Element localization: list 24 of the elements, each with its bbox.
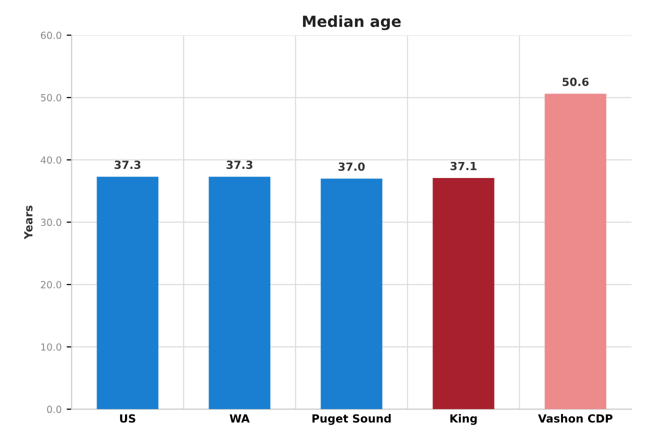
bar <box>96 176 158 410</box>
bar <box>320 178 382 410</box>
x-tick-label: King <box>450 414 477 425</box>
y-tick-label: 10.0 <box>41 343 62 351</box>
chart-title: Median age <box>303 15 401 30</box>
bar <box>544 94 606 410</box>
data-label: 37.3 <box>114 160 140 169</box>
y-tick-label: 60.0 <box>40 32 62 40</box>
y-tick-label: 40.0 <box>40 156 62 164</box>
data-label: 37.3 <box>226 160 252 169</box>
x-tick-label: WA <box>230 414 250 423</box>
bar <box>208 176 270 410</box>
x-tick-label: US <box>120 414 136 423</box>
y-tick-label: 0.0 <box>47 406 62 414</box>
data-label: 37.0 <box>338 162 365 171</box>
y-tick-label: 50.0 <box>40 94 62 102</box>
data-label: 37.1 <box>450 162 476 170</box>
data-label: 50.6 <box>562 78 589 86</box>
x-tick-label: Puget Sound <box>312 414 391 425</box>
y-tick-label: 30.0 <box>40 218 62 226</box>
y-axis-title: Years <box>24 206 33 240</box>
y-tick-label: 20.0 <box>40 281 62 288</box>
bar <box>432 178 494 410</box>
x-tick-label: Vashon CDP <box>538 414 612 423</box>
